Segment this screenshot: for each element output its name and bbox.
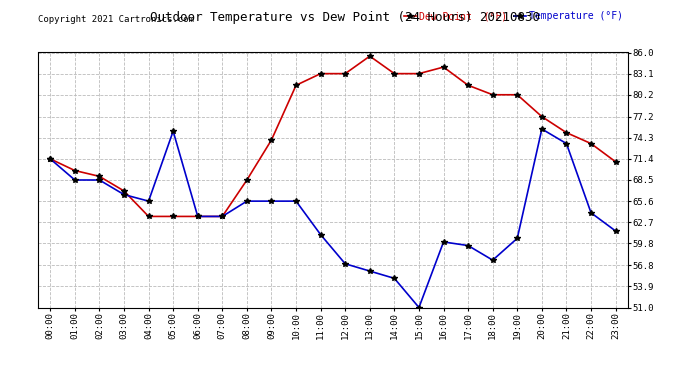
Temperature (°F) bbox=[513, 236, 522, 240]
Temperature (°F) bbox=[415, 305, 423, 310]
Dew Point  (°F) bbox=[513, 93, 522, 97]
Dew Point  (°F) bbox=[587, 141, 595, 146]
Temperature (°F) bbox=[391, 276, 399, 280]
Dew Point  (°F) bbox=[415, 71, 423, 76]
Temperature (°F) bbox=[317, 232, 325, 237]
Dew Point  (°F) bbox=[46, 157, 55, 161]
Dew Point  (°F) bbox=[489, 93, 497, 97]
Temperature (°F) bbox=[120, 192, 128, 197]
Dew Point  (°F) bbox=[144, 214, 152, 219]
Temperature (°F) bbox=[46, 157, 55, 161]
Temperature (°F) bbox=[267, 199, 275, 203]
Temperature (°F) bbox=[366, 269, 374, 273]
Dew Point  (°F) bbox=[366, 54, 374, 58]
Dew Point  (°F) bbox=[317, 71, 325, 76]
Text: Outdoor Temperature vs Dew Point (24 Hours) 20210830: Outdoor Temperature vs Dew Point (24 Hou… bbox=[150, 11, 540, 24]
Temperature (°F) bbox=[489, 258, 497, 262]
Dew Point  (°F) bbox=[194, 214, 202, 219]
Temperature (°F) bbox=[194, 214, 202, 219]
Temperature (°F) bbox=[440, 240, 448, 244]
Dew Point  (°F) bbox=[611, 159, 620, 164]
Dew Point  (°F) bbox=[120, 189, 128, 193]
Dew Point  (°F) bbox=[169, 214, 177, 219]
Temperature (°F) bbox=[562, 141, 571, 146]
Dew Point  (°F) bbox=[538, 114, 546, 119]
Dew Point  (°F) bbox=[341, 71, 349, 76]
Temperature (°F) bbox=[169, 129, 177, 134]
Temperature (°F) bbox=[611, 229, 620, 233]
Temperature (°F) bbox=[587, 210, 595, 215]
Line: Dew Point  (°F): Dew Point (°F) bbox=[48, 53, 618, 219]
Dew Point  (°F) bbox=[95, 174, 104, 178]
Temperature (°F) bbox=[243, 199, 251, 203]
Dew Point  (°F) bbox=[391, 71, 399, 76]
Dew Point  (°F) bbox=[292, 83, 300, 87]
Text: Copyright 2021 Cartronics.com: Copyright 2021 Cartronics.com bbox=[38, 15, 194, 24]
Dew Point  (°F) bbox=[562, 130, 571, 135]
Dew Point  (°F) bbox=[267, 138, 275, 142]
Dew Point  (°F) bbox=[218, 214, 226, 219]
Temperature (°F) bbox=[95, 178, 104, 182]
Dew Point  (°F) bbox=[243, 178, 251, 182]
Temperature (°F) bbox=[538, 127, 546, 131]
Temperature (°F) bbox=[464, 243, 472, 248]
Line: Temperature (°F): Temperature (°F) bbox=[48, 126, 618, 310]
Dew Point  (°F) bbox=[70, 168, 79, 173]
Legend: Dew Point  (°F), Temperature (°F): Dew Point (°F), Temperature (°F) bbox=[404, 12, 623, 21]
Temperature (°F) bbox=[144, 199, 152, 203]
Temperature (°F) bbox=[218, 214, 226, 219]
Temperature (°F) bbox=[70, 178, 79, 182]
Temperature (°F) bbox=[292, 199, 300, 203]
Dew Point  (°F) bbox=[464, 83, 472, 87]
Dew Point  (°F) bbox=[440, 65, 448, 69]
Temperature (°F) bbox=[341, 261, 349, 266]
